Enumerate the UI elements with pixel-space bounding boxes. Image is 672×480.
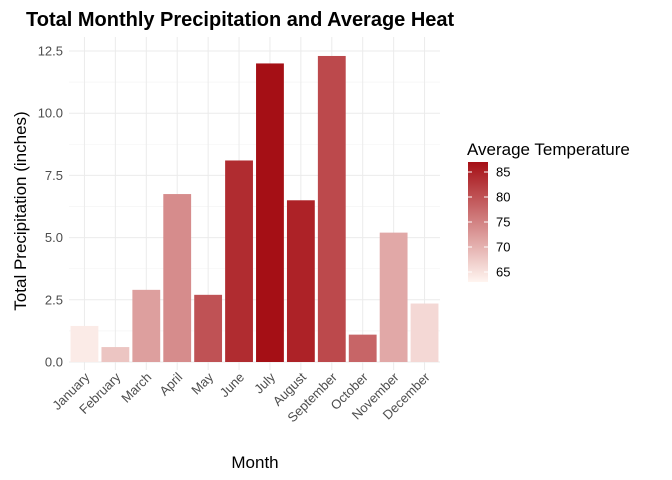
bar-september <box>317 55 346 362</box>
legend-tick-label: 70 <box>496 240 510 255</box>
bars <box>70 55 439 362</box>
bar-december <box>410 303 439 362</box>
y-tick-label: 10.0 <box>38 106 63 121</box>
legend: Average Temperature 65 70 75 80 85 <box>467 140 630 282</box>
x-tick-label: April <box>156 369 185 398</box>
y-tick-label: 0.0 <box>45 355 63 370</box>
y-tick-label: 5.0 <box>45 230 63 245</box>
chart-title: Total Monthly Precipitation and Average … <box>26 9 455 31</box>
y-axis-title: Total Precipitation (inches) <box>11 111 30 310</box>
y-tick-label: 2.5 <box>45 292 63 307</box>
x-tick-label: June <box>217 370 248 401</box>
legend-tick-label: 80 <box>496 190 510 205</box>
bar-february <box>101 347 130 362</box>
bar-august <box>286 200 315 362</box>
legend-ticks: 65 70 75 80 85 <box>468 165 510 280</box>
legend-tick-label: 75 <box>496 215 510 230</box>
bar-october <box>348 334 377 362</box>
bar-june <box>225 160 253 362</box>
legend-tick-label: 85 <box>496 165 510 180</box>
bar-may <box>194 294 223 362</box>
bar-november <box>379 232 408 362</box>
x-tick-label: March <box>118 370 154 406</box>
y-tick-label: 7.5 <box>45 168 63 183</box>
y-tick-labels: 0.0 2.5 5.0 7.5 10.0 12.5 <box>38 44 63 370</box>
y-tick-label: 12.5 <box>38 44 63 59</box>
bar-april <box>163 194 192 362</box>
legend-colorbar <box>468 162 488 282</box>
x-axis-title: Month <box>231 453 278 472</box>
x-tick-label: May <box>188 369 216 397</box>
bar-march <box>132 289 161 362</box>
legend-title: Average Temperature <box>467 140 630 159</box>
bar-january <box>70 325 99 362</box>
bar-july <box>256 63 284 362</box>
legend-tick-label: 65 <box>496 265 510 280</box>
